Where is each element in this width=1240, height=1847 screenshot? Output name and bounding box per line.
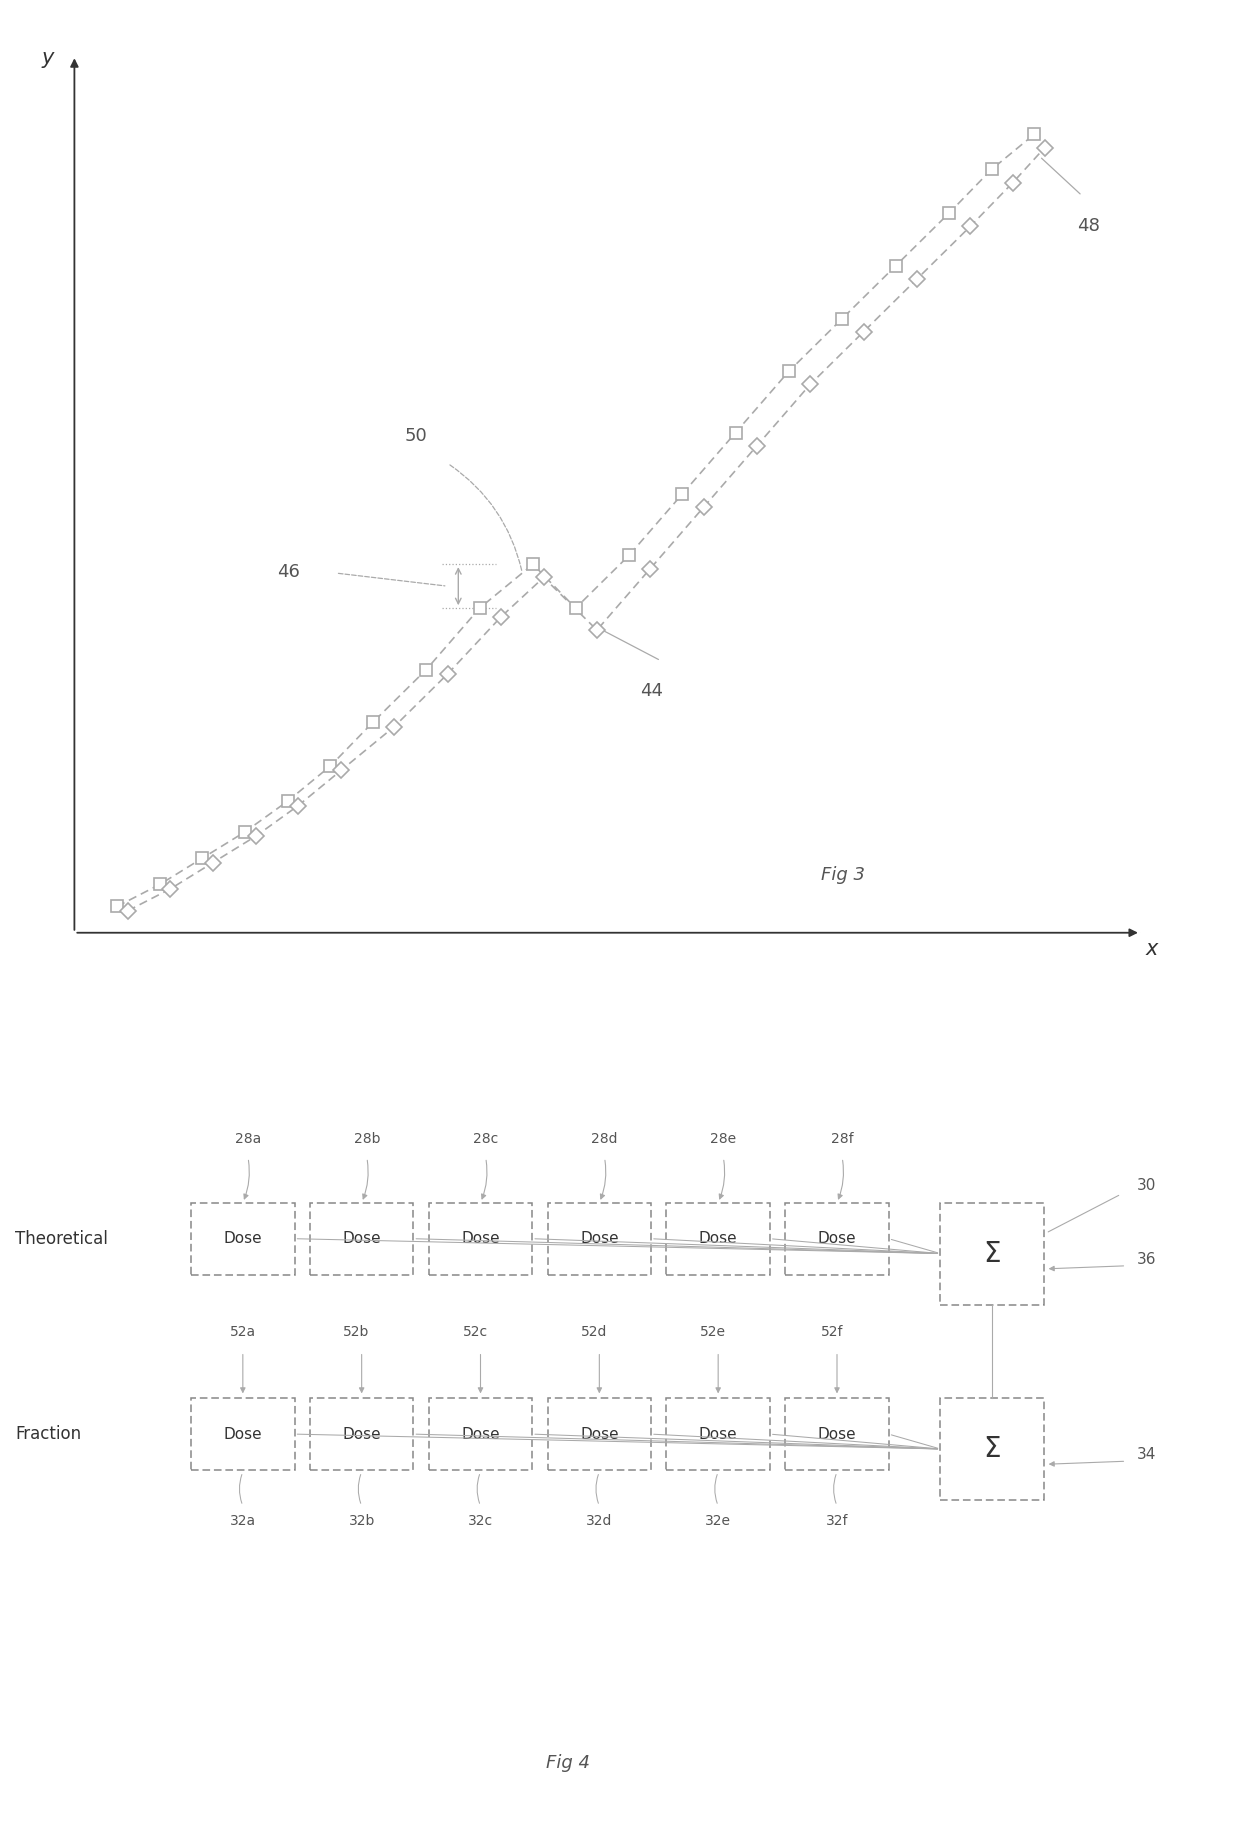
Text: 44: 44 [640,682,662,700]
FancyBboxPatch shape [940,1398,1044,1500]
FancyBboxPatch shape [310,1398,413,1470]
Text: y: y [42,48,53,68]
Text: Dose: Dose [342,1232,381,1247]
Text: 32d: 32d [587,1515,613,1527]
Text: 34: 34 [1137,1448,1156,1463]
Text: 28c: 28c [472,1132,498,1145]
Text: Dose: Dose [342,1426,381,1443]
Text: 32c: 32c [467,1515,494,1527]
Text: 36: 36 [1137,1252,1156,1267]
Text: 52a: 52a [229,1324,255,1339]
Text: Fig 3: Fig 3 [821,866,864,885]
Text: Dose: Dose [223,1232,262,1247]
Text: Σ: Σ [983,1435,1001,1463]
Text: 52c: 52c [463,1324,487,1339]
FancyBboxPatch shape [429,1398,532,1470]
Text: 46: 46 [277,563,300,582]
Text: 52b: 52b [343,1324,370,1339]
Text: 32b: 32b [348,1515,374,1527]
Text: Dose: Dose [817,1426,857,1443]
Text: 52d: 52d [582,1324,608,1339]
Text: Theoretical: Theoretical [15,1230,108,1249]
Text: Dose: Dose [580,1426,619,1443]
FancyBboxPatch shape [191,1398,295,1470]
Text: 32e: 32e [706,1515,732,1527]
Text: 30: 30 [1137,1178,1156,1193]
Text: Dose: Dose [461,1426,500,1443]
FancyBboxPatch shape [548,1398,651,1470]
Text: Σ: Σ [983,1239,1001,1267]
FancyBboxPatch shape [429,1202,532,1274]
Text: Fraction: Fraction [15,1426,82,1443]
Text: 28d: 28d [591,1132,618,1145]
Text: 52f: 52f [821,1324,843,1339]
Text: Dose: Dose [817,1232,857,1247]
FancyBboxPatch shape [785,1398,889,1470]
Text: 32f: 32f [826,1515,848,1527]
Text: 32a: 32a [229,1515,255,1527]
FancyBboxPatch shape [310,1202,413,1274]
Text: 52e: 52e [701,1324,725,1339]
Text: Fig 4: Fig 4 [547,1753,590,1771]
Text: 28b: 28b [353,1132,381,1145]
Text: 28f: 28f [831,1132,853,1145]
FancyBboxPatch shape [191,1202,295,1274]
Text: 28e: 28e [711,1132,737,1145]
Text: Dose: Dose [223,1426,262,1443]
FancyBboxPatch shape [785,1202,889,1274]
Text: 48: 48 [1076,216,1100,235]
FancyBboxPatch shape [940,1202,1044,1304]
FancyBboxPatch shape [666,1202,770,1274]
Text: Dose: Dose [461,1232,500,1247]
Text: 28a: 28a [234,1132,262,1145]
FancyBboxPatch shape [548,1202,651,1274]
FancyBboxPatch shape [666,1398,770,1470]
Text: Dose: Dose [580,1232,619,1247]
Text: Dose: Dose [699,1426,738,1443]
Text: 50: 50 [405,427,428,445]
Text: Dose: Dose [699,1232,738,1247]
Text: x: x [1146,938,1158,959]
